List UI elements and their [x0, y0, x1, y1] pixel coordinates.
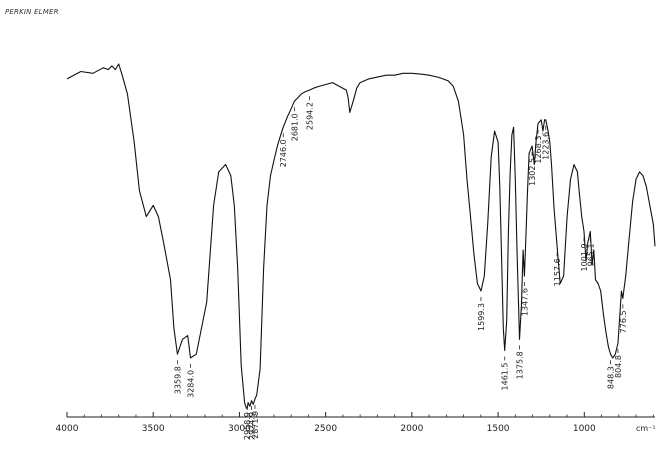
- spectrum-series: [66, 63, 656, 410]
- x-axis-unit-label: cm⁻¹: [636, 424, 656, 433]
- peak-label: 1461.5: [501, 362, 510, 390]
- peak-label: 1375.8: [516, 351, 525, 379]
- x-tick-label: 4000: [56, 424, 79, 434]
- x-tick-label: 3000: [228, 424, 251, 434]
- peak-label: 2681.0: [290, 113, 299, 141]
- x-tick-label: 1500: [487, 424, 510, 434]
- x-tick-label: 2500: [314, 424, 337, 434]
- peak-label: 2594.2: [305, 102, 314, 130]
- peak-label: 1157.6: [553, 258, 562, 286]
- peak-label: 3284.0: [186, 370, 195, 398]
- x-axis-ticks: 4000 3500 3000 2500 2000 1500 1000 cm⁻¹: [56, 412, 656, 434]
- peak-label: 804.8: [614, 355, 623, 378]
- peak-label: 2924.9: [248, 412, 257, 440]
- x-tick-label: 1000: [573, 424, 596, 434]
- spectrum-line: [66, 63, 656, 410]
- peak-label: 848.3: [606, 366, 615, 389]
- peak-label: 1001.9: [580, 243, 589, 271]
- x-tick-label: 3500: [142, 424, 165, 434]
- peak-label: 2746.0: [279, 139, 288, 167]
- peak-label: 2871.9: [251, 411, 260, 439]
- peak-label: 3359.8: [173, 366, 182, 394]
- peak-label: 1302.5: [528, 158, 537, 186]
- peak-label: 1599.3: [477, 303, 486, 331]
- peak-label: 1347.6: [520, 288, 529, 316]
- peak-label: 1268.3: [534, 136, 543, 164]
- instrument-brand: PERKIN ELMER: [5, 8, 59, 16]
- peak-label: 776.5: [619, 310, 628, 333]
- x-tick-label: 2000: [400, 424, 423, 434]
- peak-label: 965.1: [586, 243, 595, 266]
- peak-label: 1223.6: [542, 132, 551, 160]
- peak-label: 2958.9: [243, 412, 252, 440]
